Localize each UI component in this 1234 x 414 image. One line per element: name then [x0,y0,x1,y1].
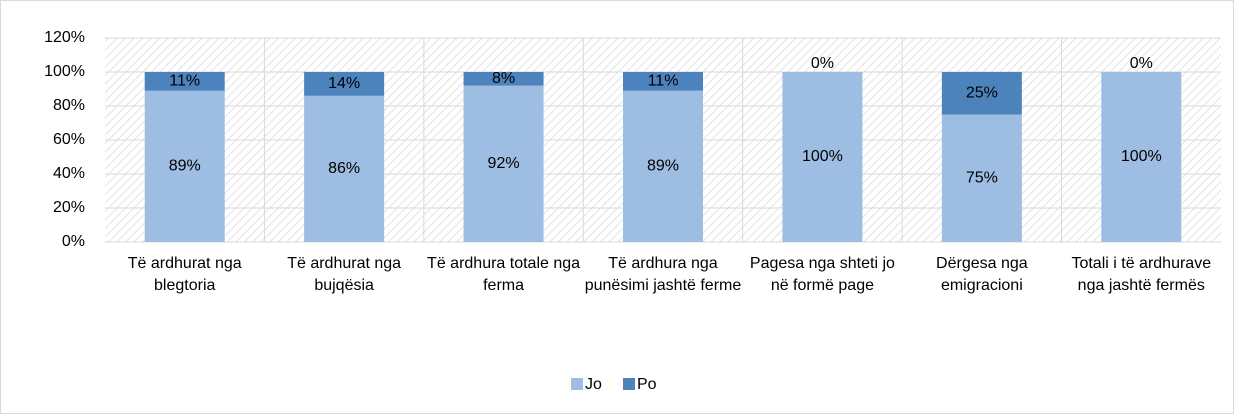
data-label: 14% [328,75,360,92]
bar-segment [782,72,863,242]
bar-segment [623,72,703,91]
x-tick-label: Pagesa nga shteti jo në formë page [749,255,895,294]
bar-segment [941,72,1022,115]
data-label: 89% [647,158,679,175]
bar-segment [463,85,544,242]
x-tick-label: Të ardhurat nga bujqësia [287,255,402,294]
y-tick-label: 100% [44,63,85,80]
y-tick-label: 20% [53,199,85,216]
legend-label: Jo [585,376,602,393]
y-tick-label: 0% [62,233,85,250]
data-label: 11% [169,73,200,90]
bar-segment [304,95,385,242]
bar-segment [144,72,225,91]
bar-segment [941,114,1022,242]
x-tick-label: Të ardhurat nga blegtoria [127,255,242,294]
x-tick-label: Dërgesa nga emigracioni [936,255,1028,294]
data-label: 8% [492,70,515,87]
y-tick-label: 40% [53,165,85,182]
y-tick-label: 120% [44,29,85,46]
legend-swatch [623,378,635,390]
data-label: 0% [1130,55,1153,72]
data-label: 75% [966,169,998,186]
data-label: 11% [648,73,679,90]
data-label: 89% [169,158,201,175]
data-label: 100% [802,148,843,165]
bar-segment [623,90,703,242]
x-tick-label: Totali i të ardhurave nga jashtë fermës [1071,255,1212,294]
bar-segment [1101,72,1182,242]
legend-label: Po [637,376,657,393]
data-label: 0% [811,55,834,72]
data-label: 100% [1121,148,1162,165]
bar-segment [463,72,544,86]
x-tick-label: Të ardhura totale nga ferma [427,255,581,294]
bar-segment [304,72,385,96]
y-tick-label: 60% [53,131,85,148]
data-label: 92% [488,155,520,172]
legend-swatch [571,378,583,390]
bar-segment [144,90,225,242]
data-label: 86% [328,160,360,177]
y-tick-label: 80% [53,97,85,114]
data-label: 25% [966,84,998,101]
x-tick-label: Të ardhura nga punësimi jashtë ferme [584,255,742,294]
